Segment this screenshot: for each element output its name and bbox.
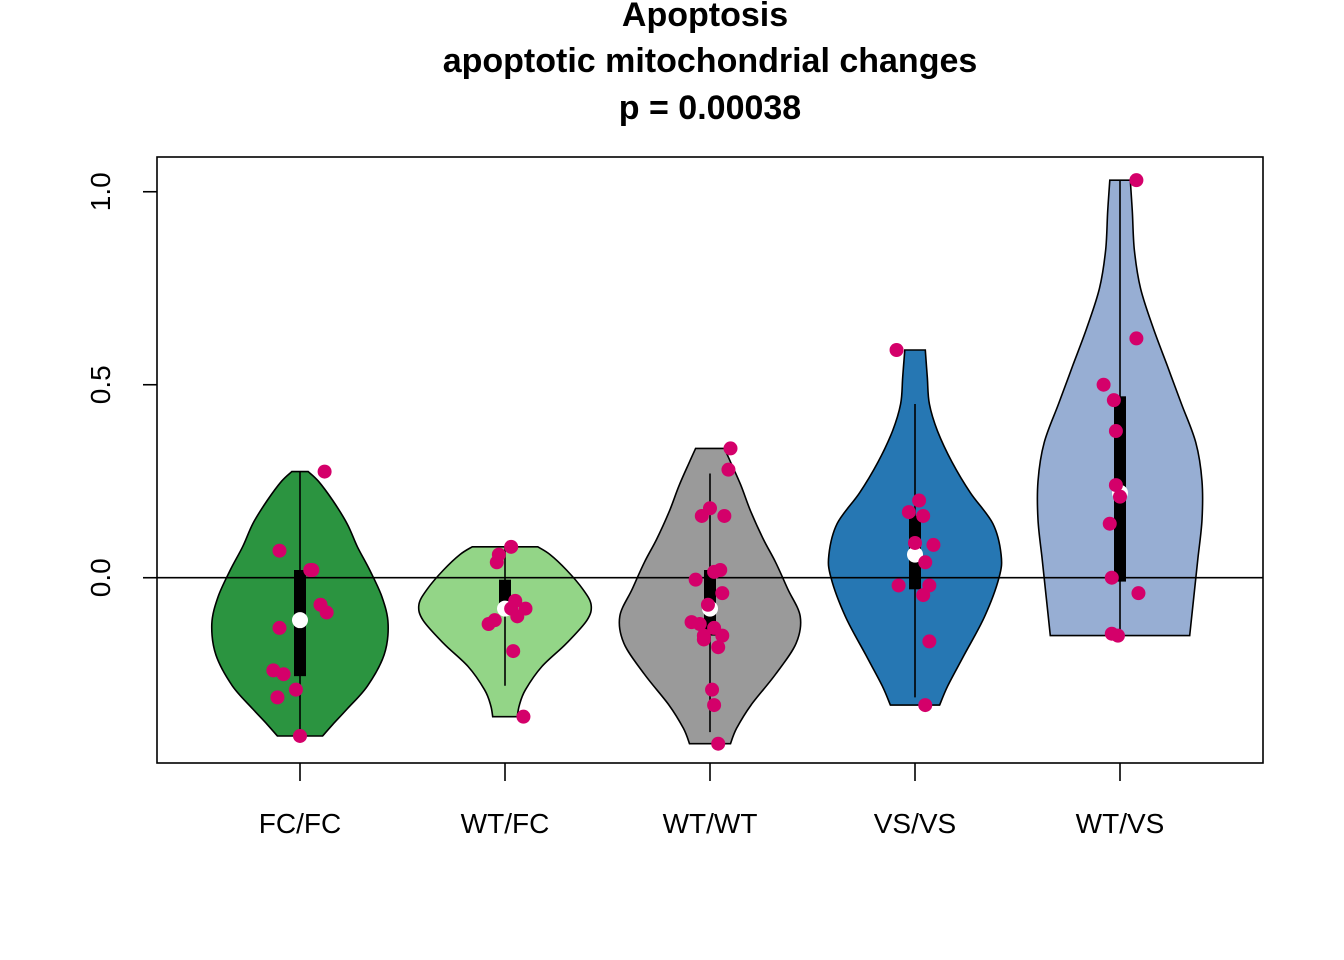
chart-title-line-3: p = 0.00038 [619,89,801,127]
data-point [688,572,703,587]
data-point [912,493,927,508]
data-point [272,543,287,558]
data-point [1110,628,1125,643]
data-point [489,555,504,570]
data-point [922,634,937,649]
chart-title-line-2: apoptotic mitochondrial changes [443,42,978,80]
data-point [715,628,730,643]
data-point [694,508,709,523]
data-point [889,342,904,357]
y-tick-label: 1.0 [85,172,116,211]
data-point [891,578,906,593]
data-point [717,508,732,523]
data-point [1131,586,1146,601]
data-point [723,441,738,456]
data-point [270,690,285,705]
data-point [692,617,707,632]
data-point [696,632,711,647]
y-tick-label: 0.5 [85,365,116,404]
data-point [1096,377,1111,392]
data-point [1102,516,1117,531]
violin-group-wt-wt [618,447,802,745]
data-point [1104,570,1119,585]
data-point [276,667,291,682]
data-point [305,563,320,578]
data-point [707,564,722,579]
data-point [916,588,931,603]
data-point [705,682,720,697]
data-point [1108,424,1123,439]
data-point [1106,393,1121,408]
x-tick-label: WT/VS [1076,808,1165,839]
data-point [908,535,922,550]
violin-group-fc-fc [210,470,389,737]
data-point [504,539,519,554]
data-point [916,508,931,523]
data-point [1129,331,1144,346]
plot-area: 0.0 0.5 1.0 FC/FC WT/FC WT/WT VS/VS WT/VS [85,156,1264,839]
data-point [711,640,726,655]
y-tick-label: 0.0 [85,558,116,597]
data-point [1108,478,1123,493]
chart-title: Apoptosis apoptotic mitochondrial change… [443,0,978,127]
data-point [700,597,715,612]
data-point [516,709,531,724]
data-point [319,605,334,620]
data-point [272,620,287,635]
data-point [926,537,941,552]
data-point [721,462,736,477]
data-point [506,644,521,659]
data-point [918,698,933,713]
data-point [1113,489,1127,504]
data-point [707,698,722,713]
chart-title-line-1: Apoptosis [622,0,788,34]
data-point [293,728,307,743]
violin-median-marker [907,546,923,563]
data-point [901,505,916,520]
data-point [1129,173,1144,188]
data-point [288,682,303,697]
x-tick-label: WT/WT [663,808,758,839]
violin-median-marker [292,612,308,629]
data-point [918,555,933,570]
violin-group-vs-vs [827,349,1003,706]
x-tick-label: WT/FC [461,808,550,839]
data-point [510,609,525,624]
violin-group-wt-vs [1036,179,1204,637]
x-tick-label: FC/FC [259,808,341,839]
data-point [481,617,496,632]
data-point [715,586,730,601]
data-point [711,736,726,751]
x-tick-label: VS/VS [874,808,956,839]
data-point [317,464,332,479]
violin-group-wt-fc [417,546,593,718]
